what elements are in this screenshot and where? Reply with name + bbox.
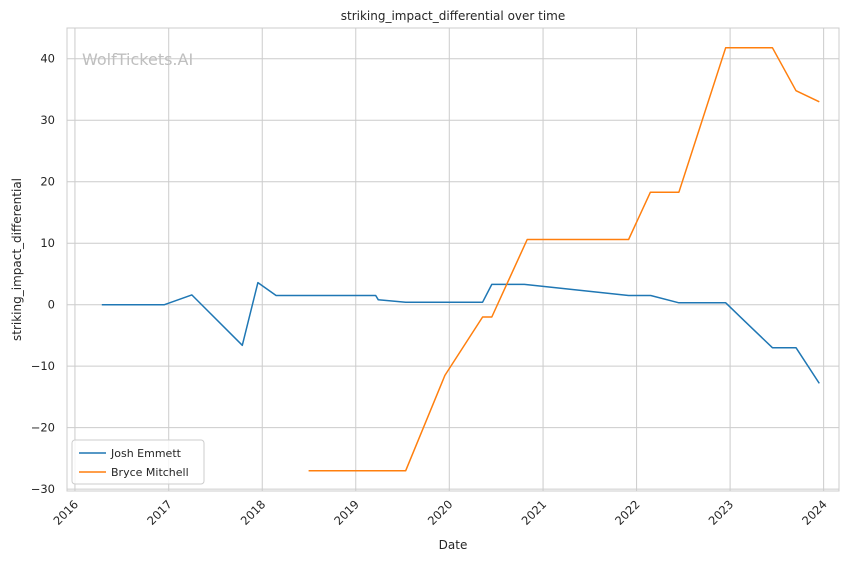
x-axis: 2016 2017 2018 2019 2020 2021 2022 2023 2024 [50, 497, 829, 528]
y-tick-label: 0 [48, 298, 55, 312]
series-line-bryce-mitchell [308, 46, 820, 472]
grid [67, 28, 839, 491]
y-tick-label: 10 [40, 236, 55, 250]
y-tick-label: 30 [40, 113, 55, 127]
y-tick-label: 20 [40, 175, 55, 189]
x-tick-label: 2022 [612, 497, 643, 528]
x-tick-label: 2019 [331, 497, 362, 528]
x-tick-label: 2016 [50, 497, 81, 528]
y-tick-label: −30 [31, 482, 55, 496]
y-axis: −30 −20 −10 0 10 20 30 40 [31, 52, 55, 496]
plot-area [67, 28, 839, 491]
y-tick-label: −20 [31, 421, 55, 435]
y-tick-label: 40 [40, 52, 55, 66]
legend-box [71, 439, 205, 485]
y-tick-label: −10 [31, 359, 55, 373]
x-tick-label: 2021 [519, 497, 550, 528]
chart-title: striking_impact_differential over time [341, 9, 566, 23]
x-tick-label: 2018 [238, 497, 269, 528]
x-tick-label: 2017 [144, 497, 175, 528]
x-tick-label: 2024 [799, 497, 830, 528]
x-tick-label: 2020 [425, 497, 456, 528]
plot-frame [66, 27, 840, 492]
x-axis-label: Date [439, 538, 468, 552]
watermark: WolfTickets.AI [82, 50, 193, 69]
series-line-josh-emmett [101, 281, 820, 384]
legend: Josh Emmett Bryce Mitchell [71, 439, 205, 485]
legend-entry: Josh Emmett [110, 447, 182, 460]
x-tick-label: 2023 [706, 497, 737, 528]
y-axis-label: striking_impact_differential [10, 178, 24, 341]
series-layer [101, 46, 820, 472]
legend-entry: Bryce Mitchell [111, 466, 189, 479]
